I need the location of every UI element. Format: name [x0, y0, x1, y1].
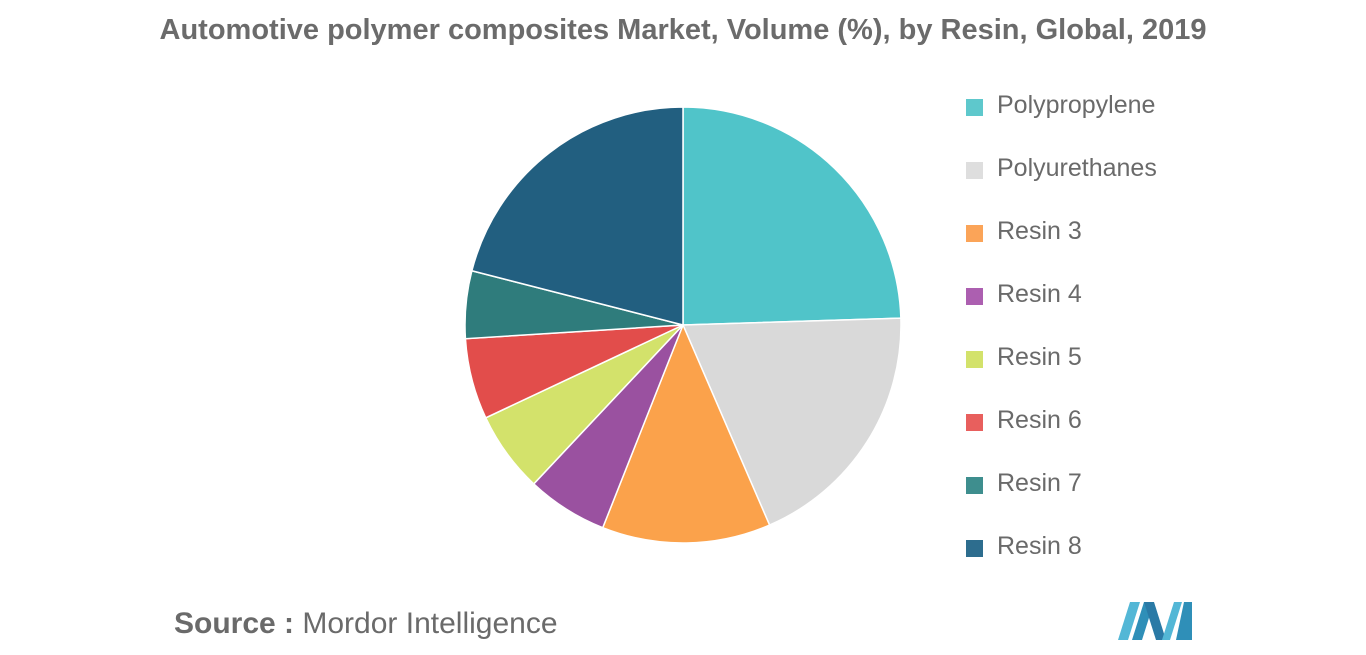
- legend-swatch: [966, 414, 983, 431]
- legend-label: Resin 5: [997, 343, 1082, 371]
- mordor-intelligence-logo-icon: [1118, 602, 1192, 640]
- legend-swatch: [966, 162, 983, 179]
- legend-swatch: [966, 540, 983, 557]
- source-label: Source :: [174, 607, 295, 640]
- legend-swatch: [966, 477, 983, 494]
- legend-label: Resin 4: [997, 280, 1082, 308]
- source-line: Source : Mordor Intelligence: [174, 607, 558, 641]
- pie-slice-resin-8: [470, 106, 684, 326]
- legend-label: Polyurethanes: [997, 154, 1157, 182]
- legend-label: Resin 3: [997, 217, 1082, 245]
- chart-title: Automotive polymer composites Market, Vo…: [159, 14, 1207, 46]
- legend-label: Polypropylene: [997, 91, 1156, 119]
- legend-label: Resin 7: [997, 469, 1082, 497]
- legend-swatch: [966, 225, 983, 242]
- pie-slice-polypropylene: [682, 106, 902, 326]
- pie-slice-resin-3: [601, 323, 771, 544]
- pie-slice-polyurethanes: [681, 317, 902, 527]
- legend-swatch: [966, 288, 983, 305]
- legend-swatch: [966, 351, 983, 368]
- legend-label: Resin 6: [997, 406, 1082, 434]
- legend-swatch: [966, 99, 983, 116]
- legend-label: Resin 8: [997, 532, 1082, 560]
- source-value: Mordor Intelligence: [302, 607, 558, 640]
